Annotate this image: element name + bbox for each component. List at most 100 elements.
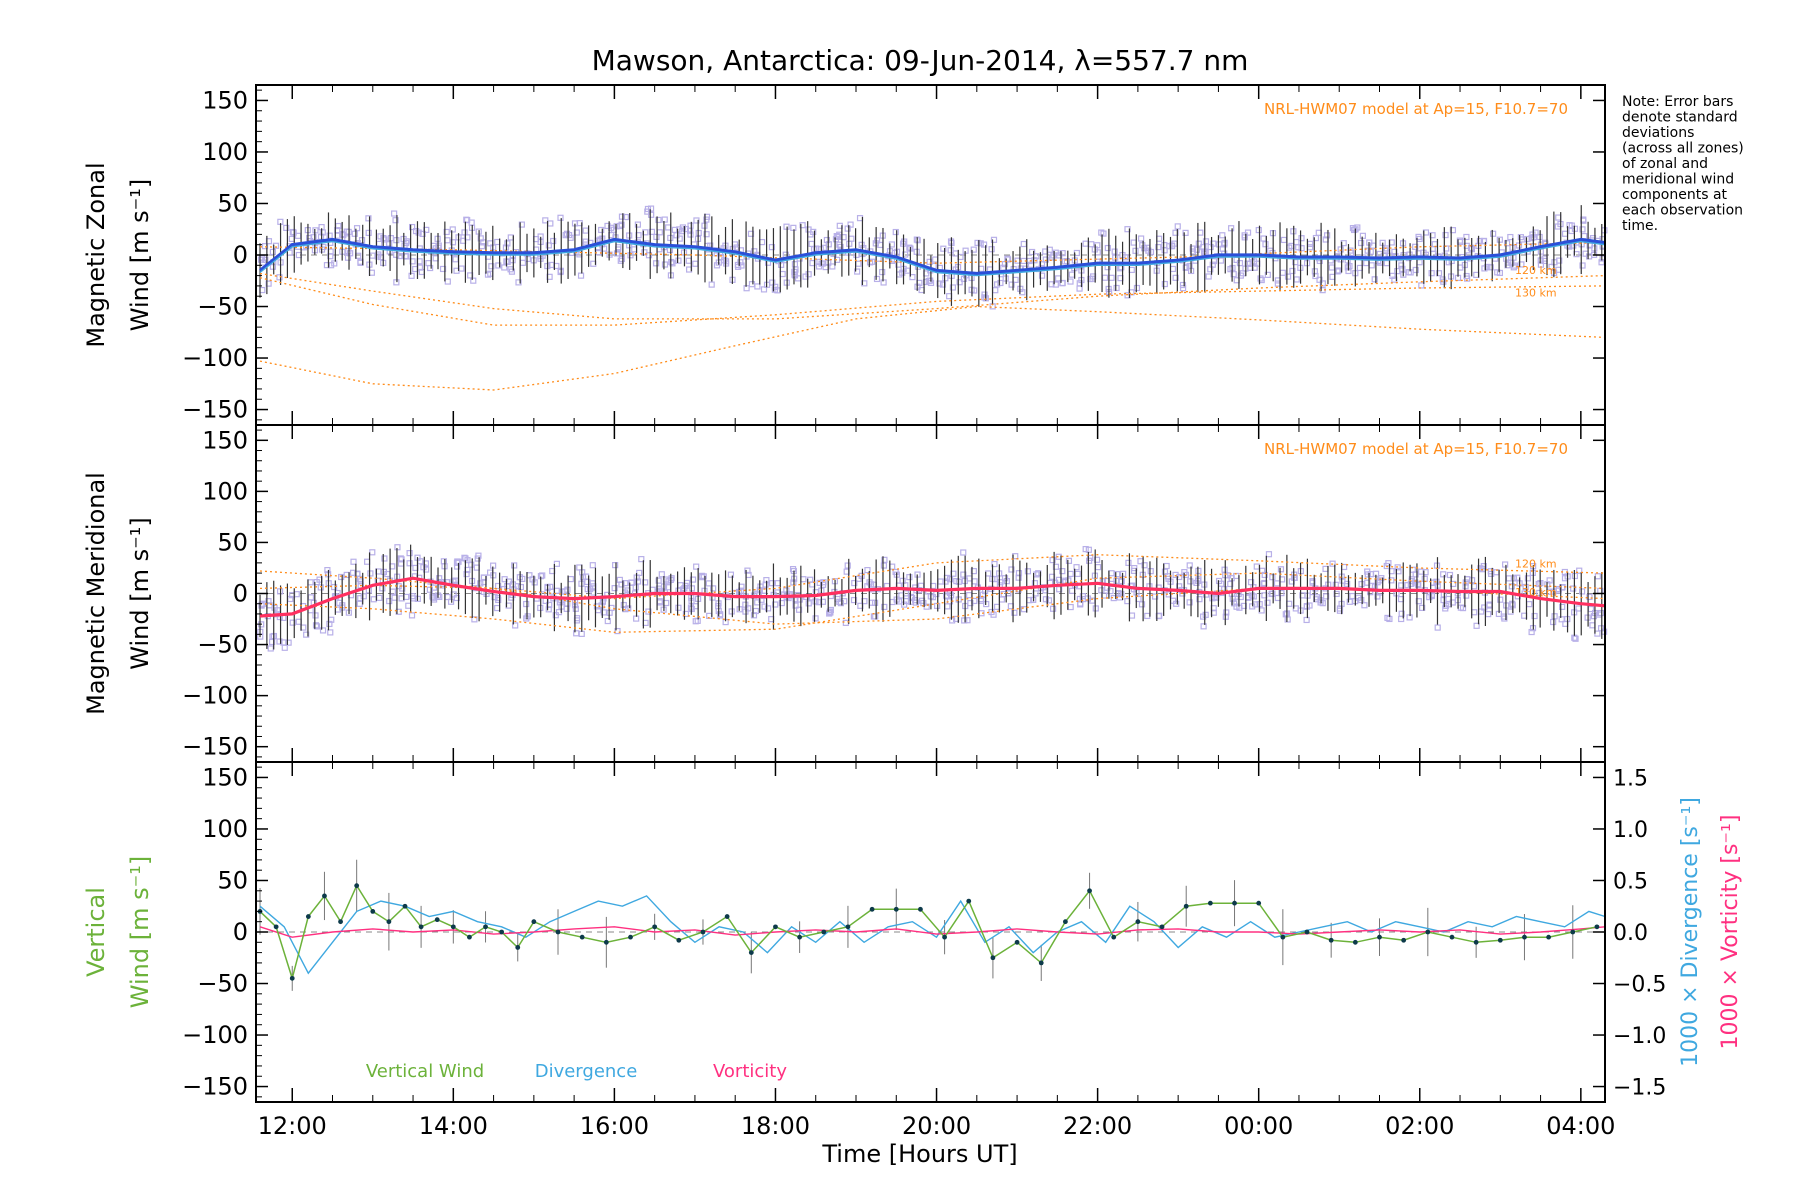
- scatter-point: [1510, 254, 1517, 261]
- scatter-point: [997, 279, 1004, 287]
- scatter-point: [1067, 603, 1074, 611]
- scatter-point: [1336, 607, 1344, 614]
- scatter-point: [494, 238, 501, 246]
- scatter-point: [764, 605, 772, 612]
- x-tick-label: 12:00: [258, 1112, 327, 1140]
- scatter-point: [1132, 247, 1139, 254]
- vertical-wind-point: [724, 914, 730, 919]
- scatter-point: [1494, 269, 1501, 276]
- scatter-point: [269, 248, 277, 256]
- scatter-point: [614, 627, 621, 635]
- scatter-point: [357, 595, 364, 602]
- scatter-point: [1059, 568, 1066, 575]
- scatter-point: [1364, 568, 1371, 575]
- note-line: denote standard: [1622, 110, 1738, 126]
- scatter-point: [387, 235, 394, 242]
- scatter-point: [616, 576, 623, 584]
- vertical-wind-point: [515, 945, 521, 950]
- vertical-wind-point: [1135, 919, 1141, 925]
- vertical-wind-point: [990, 955, 996, 961]
- scatter-point: [1193, 246, 1201, 253]
- scatter-point: [1074, 570, 1081, 578]
- scatter-point: [589, 562, 596, 569]
- scatter-point: [1196, 596, 1203, 603]
- scatter-point: [892, 228, 899, 236]
- legend-item: Vertical Wind: [366, 1061, 484, 1082]
- scatter-point: [658, 571, 665, 578]
- scatter-point: [1221, 566, 1228, 573]
- scatter-point: [1117, 578, 1125, 585]
- scatter-point: [1298, 235, 1305, 242]
- scatter-point: [1464, 275, 1471, 282]
- scatter-point: [1073, 564, 1080, 571]
- scatter-point: [686, 227, 694, 234]
- scatter-point: [523, 600, 530, 608]
- vertical-wind-point: [1280, 934, 1286, 940]
- scatter-point: [1505, 575, 1513, 582]
- scatter-point: [1449, 227, 1457, 234]
- scatter-point: [1496, 236, 1503, 243]
- scatter-point: [319, 627, 327, 634]
- scatter-point: [1415, 233, 1422, 240]
- model-curve: [259, 305, 1606, 391]
- scatter-point: [1130, 239, 1137, 246]
- scatter-point: [453, 559, 461, 566]
- scatter-point: [504, 240, 511, 247]
- scatter-point: [620, 601, 627, 609]
- scatter-point: [1182, 571, 1189, 579]
- vertical-wind-point: [700, 929, 706, 935]
- vertical-wind-point: [1570, 929, 1576, 935]
- scatter-point: [1172, 571, 1179, 579]
- scatter-point: [1108, 274, 1115, 281]
- y2-tick-label: 1.0: [1613, 818, 1648, 843]
- scatter-point: [889, 563, 896, 570]
- scatter-point: [1428, 270, 1435, 277]
- vertical-error-bars: [259, 859, 1574, 991]
- vertical-wind-point: [773, 924, 778, 930]
- scatter-point: [461, 229, 468, 236]
- scatter-point: [1015, 574, 1022, 581]
- scatter-point: [682, 610, 690, 618]
- scatter-point: [262, 256, 269, 263]
- scatter-point: [511, 562, 518, 569]
- scatter-point: [992, 287, 999, 294]
- scatter-point: [1068, 587, 1076, 594]
- scatter-point: [1434, 624, 1441, 631]
- scatter-point: [1385, 560, 1392, 567]
- scatter-point: [864, 566, 871, 574]
- scatter-point: [1174, 223, 1181, 230]
- y-tick-label: 50: [217, 189, 248, 217]
- scatter-point: [842, 619, 849, 626]
- scatter-point: [323, 262, 331, 269]
- scatter-point: [980, 241, 988, 248]
- scatter-point: [495, 262, 502, 269]
- vertical-wind-point: [1111, 934, 1117, 940]
- scatter-points: [257, 544, 1608, 652]
- scatter-point: [1487, 264, 1494, 271]
- scatter-point: [584, 586, 591, 593]
- scatter-point: [1589, 622, 1596, 629]
- vertical-wind-point: [966, 898, 972, 904]
- scatter-point: [688, 585, 696, 592]
- vertical-wind-point: [893, 906, 899, 912]
- scatter-point: [1147, 568, 1154, 575]
- y2-tick-label: 1.5: [1613, 766, 1648, 791]
- vertical-wind-point: [869, 906, 875, 912]
- scatter-point: [1536, 589, 1543, 597]
- y2-axis-label-vorticity: 1000 × Vorticity [s⁻¹]: [1718, 815, 1743, 1050]
- scatter-point: [1459, 604, 1467, 612]
- scatter-point: [463, 570, 470, 578]
- scatter-point: [495, 582, 502, 590]
- scatter-point: [317, 584, 324, 591]
- scatter-point: [600, 245, 608, 252]
- y-tick-label: 100: [202, 815, 248, 843]
- scatter-point: [997, 579, 1004, 586]
- scatter-point: [1398, 615, 1405, 623]
- scatter-point: [1065, 557, 1073, 564]
- scatter-point: [1172, 229, 1179, 236]
- scatter-point: [458, 265, 465, 272]
- vertical-wind-point: [1304, 929, 1310, 935]
- scatter-point: [795, 606, 803, 613]
- scatter-point: [1292, 259, 1299, 266]
- vertical-wind-point: [418, 924, 424, 930]
